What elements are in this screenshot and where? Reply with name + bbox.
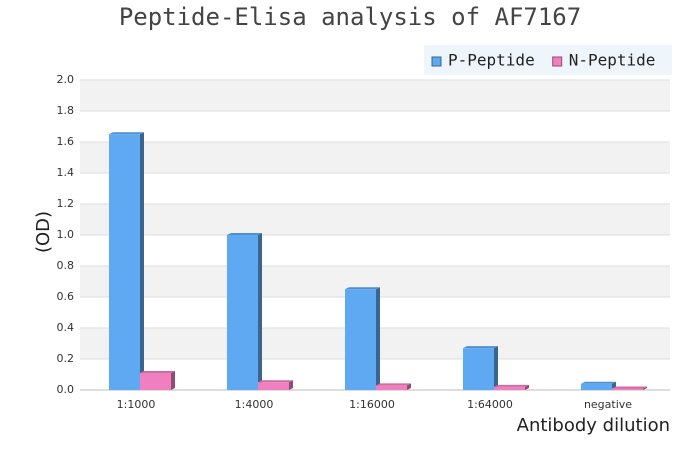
bar-top <box>494 384 529 387</box>
bar-top <box>612 386 647 389</box>
y-tick-label: 1.2 <box>57 197 75 210</box>
bar-side <box>643 386 647 390</box>
bar-side <box>289 380 293 390</box>
legend-label: P-Peptide <box>448 51 535 70</box>
plot-band <box>80 204 670 235</box>
x-tick-label: 1:16000 <box>349 398 395 411</box>
bar-side <box>140 132 144 390</box>
bar-top <box>258 380 293 383</box>
bar <box>376 385 407 390</box>
bar-top <box>140 370 175 373</box>
x-axis-label: Antibody dilution <box>517 415 670 436</box>
bar <box>258 382 289 390</box>
plot-band <box>80 173 670 204</box>
bar <box>581 383 612 390</box>
legend-swatch <box>431 56 442 67</box>
bar-top <box>109 132 144 135</box>
bar <box>227 235 258 390</box>
y-tick-label: 0.6 <box>57 290 75 303</box>
bar-top <box>376 383 411 386</box>
bar-top <box>345 287 380 290</box>
chart-title: Peptide-Elisa analysis of AF7167 <box>119 3 581 31</box>
x-tick-label: negative <box>584 398 632 411</box>
bar-side <box>494 346 498 390</box>
y-tick-label: 0.4 <box>57 321 75 334</box>
y-tick-label: 1.4 <box>57 166 75 179</box>
bar-side <box>525 384 529 390</box>
y-axis-label: (OD) <box>33 211 54 253</box>
y-tick-label: 0.8 <box>57 259 75 272</box>
plot-band <box>80 80 670 111</box>
plot-band <box>80 111 670 142</box>
x-tick-label: 1:1000 <box>117 398 156 411</box>
bar <box>109 134 140 390</box>
bar <box>494 386 525 390</box>
plot-band <box>80 235 670 266</box>
bar-side <box>258 233 262 390</box>
bar <box>345 289 376 390</box>
x-tick-label: 1:4000 <box>235 398 274 411</box>
y-tick-label: 1.8 <box>57 104 75 117</box>
y-tick-label: 1.6 <box>57 135 75 148</box>
bar <box>612 388 643 390</box>
legend-box <box>424 45 672 75</box>
bar-top <box>463 346 498 349</box>
x-tick-label: 1:64000 <box>467 398 513 411</box>
plot-band <box>80 142 670 173</box>
bar-top <box>227 233 262 235</box>
bar-side <box>407 383 411 390</box>
bar <box>140 372 171 390</box>
bar-side <box>171 370 175 390</box>
legend-swatch <box>552 56 563 67</box>
bar <box>463 348 494 390</box>
y-tick-label: 1.0 <box>57 228 75 241</box>
bar-side <box>376 287 380 390</box>
bar-top <box>581 381 616 384</box>
legend-label: N-Peptide <box>569 51 656 70</box>
y-tick-label: 2.0 <box>57 73 75 86</box>
y-tick-label: 0.0 <box>57 383 75 396</box>
y-tick-label: 0.2 <box>57 352 75 365</box>
